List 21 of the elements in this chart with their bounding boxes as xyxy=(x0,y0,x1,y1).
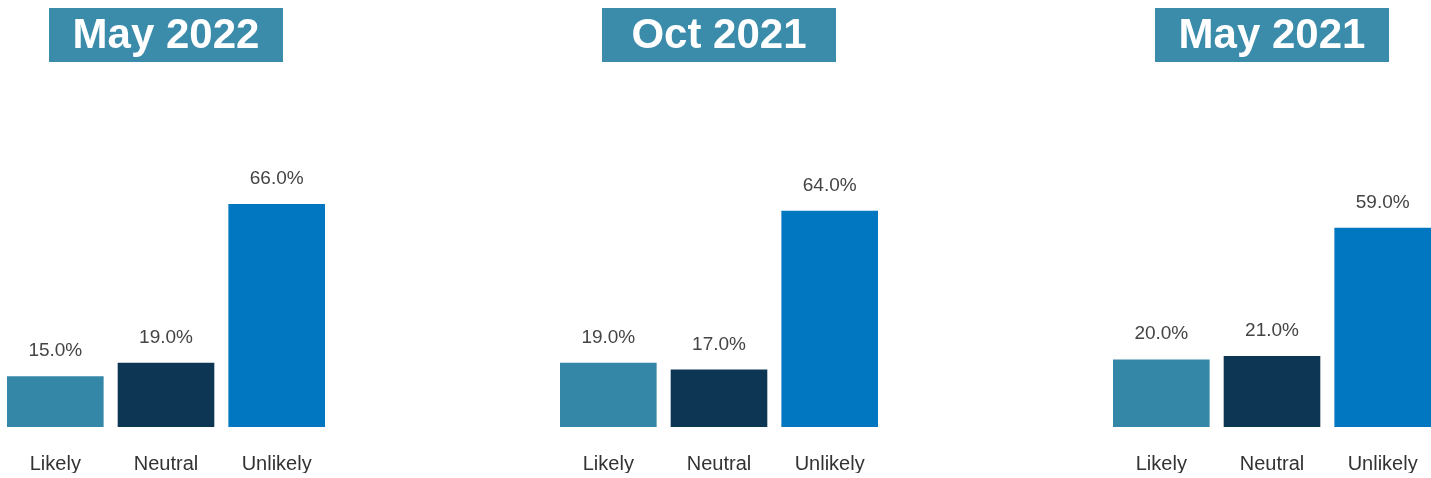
x-tick-label: Neutral xyxy=(686,451,752,474)
data-label: 59.0% xyxy=(1355,190,1410,212)
x-tick-label: Likely xyxy=(29,451,81,474)
data-label: 66.0% xyxy=(249,167,304,188)
data-label: 19.0% xyxy=(581,325,636,347)
x-tick-label: Likely xyxy=(1135,451,1187,474)
data-label: 17.0% xyxy=(692,332,747,354)
chart-title: Oct 2021 xyxy=(631,10,807,57)
data-label: 21.0% xyxy=(1245,319,1300,341)
data-label: 64.0% xyxy=(802,173,857,195)
x-tick-label: Unlikely xyxy=(794,451,865,474)
chart-title: May 2021 xyxy=(1178,10,1366,57)
x-tick-label: Neutral xyxy=(1239,451,1305,474)
x-tick-label: Likely xyxy=(582,451,634,474)
x-tick-label: Neutral xyxy=(133,451,199,474)
x-tick-label: Unlikely xyxy=(1347,451,1418,474)
x-tick-label: Unlikely xyxy=(241,451,312,474)
data-label: 19.0% xyxy=(139,325,194,347)
chart-title: May 2022 xyxy=(72,10,260,57)
data-label: 20.0% xyxy=(1134,322,1189,344)
data-label: 15.0% xyxy=(28,339,83,361)
